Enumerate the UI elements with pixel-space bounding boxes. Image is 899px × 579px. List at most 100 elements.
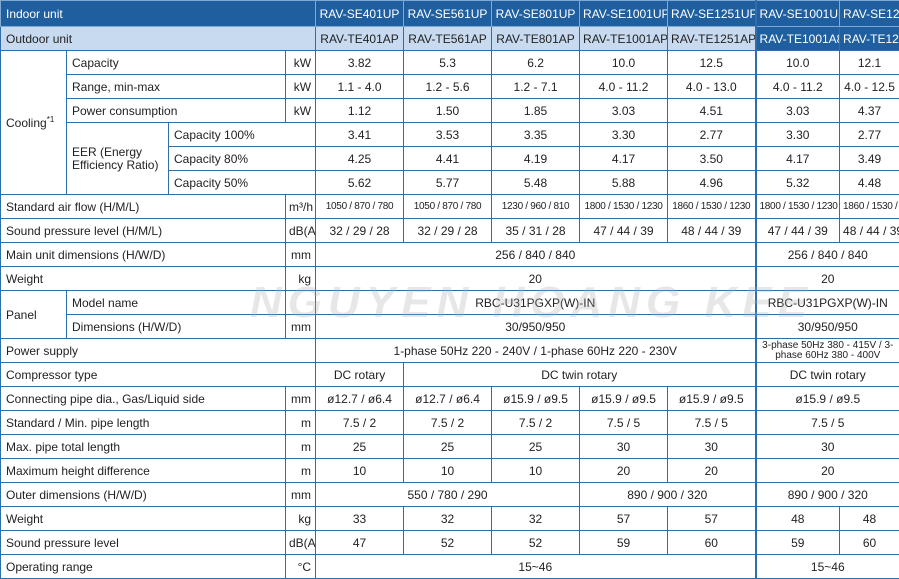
cell-value: 5.77 — [404, 171, 492, 195]
max-height-row: Maximum height difference m 10 10 10 20 … — [1, 459, 899, 483]
cell-value: 57 — [668, 507, 756, 531]
cell-value: ø15.9 / ø9.5 — [580, 387, 668, 411]
cell-value: 12.5 — [668, 51, 756, 75]
cell-value: 1860 / 1530 / 1230 — [840, 195, 899, 219]
cell-value: 52 — [404, 531, 492, 555]
compressor-row: Compressor type DC rotary DC twin rotary… — [1, 363, 899, 387]
cell-value: 890 / 900 / 320 — [756, 483, 899, 507]
weight-outdoor-row: Weight kg 33 32 32 57 57 48 48 — [1, 507, 899, 531]
cell-value: 20 — [756, 459, 899, 483]
cell-value: 1230 / 960 / 810 — [492, 195, 580, 219]
row-label: Outer dimensions (H/W/D) — [1, 483, 286, 507]
cell-value: 35 / 31 / 28 — [492, 219, 580, 243]
unit-label — [286, 291, 316, 315]
cell-value: 3.50 — [668, 147, 756, 171]
cell-value: 15~46 — [756, 555, 899, 579]
power-supply-row: Power supply 1-phase 50Hz 220 - 240V / 1… — [1, 339, 899, 363]
cell-value: 5.88 — [580, 171, 668, 195]
row-label: Capacity — [67, 51, 286, 75]
cell-value: 32 — [404, 507, 492, 531]
row-label: Sound pressure level (H/M/L) — [1, 219, 286, 243]
unit-label: m — [286, 411, 316, 435]
outdoor-unit-label: Outdoor unit — [1, 27, 316, 51]
unit-label: mm — [286, 483, 316, 507]
unit-label: dB(A) — [286, 531, 316, 555]
unit-label: dB(A) — [286, 219, 316, 243]
indoor-model: RAV-SE1251UP — [668, 1, 756, 27]
row-label: Max. pipe total length — [1, 435, 286, 459]
cell-value: 3.41 — [316, 123, 404, 147]
cell-value: 1-phase 50Hz 220 - 240V / 1-phase 60Hz 2… — [316, 339, 756, 363]
unit-label: kg — [286, 507, 316, 531]
cell-value: ø15.9 / ø9.5 — [668, 387, 756, 411]
unit-label: kW — [286, 75, 316, 99]
cell-value: 60 — [668, 531, 756, 555]
row-label: Capacity 100% — [169, 123, 316, 147]
cell-value: 3.49 — [840, 147, 899, 171]
row-label: Operating range — [1, 555, 286, 579]
cell-value: 1050 / 870 / 780 — [316, 195, 404, 219]
cell-value: 7.5 / 5 — [580, 411, 668, 435]
cell-value: 5.3 — [404, 51, 492, 75]
cell-value: 4.0 - 13.0 — [668, 75, 756, 99]
airflow-row: Standard air flow (H/M/L) m³/h 1050 / 87… — [1, 195, 899, 219]
cell-value: 256 / 840 / 840 — [756, 243, 899, 267]
row-label: Standard / Min. pipe length — [1, 411, 286, 435]
cell-value: 48 / 44 / 39 — [840, 219, 899, 243]
cell-value: 25 — [316, 435, 404, 459]
cell-value: DC rotary — [316, 363, 404, 387]
cell-value: 33 — [316, 507, 404, 531]
cell-value: 12.1 — [840, 51, 899, 75]
cell-value: 7.5 / 2 — [316, 411, 404, 435]
cell-value: 15~46 — [316, 555, 756, 579]
outdoor-model: RAV-TE801AP — [492, 27, 580, 51]
sound-indoor-row: Sound pressure level (H/M/L) dB(A) 32 / … — [1, 219, 899, 243]
pipe-length-row: Standard / Min. pipe length m 7.5 / 2 7.… — [1, 411, 899, 435]
outdoor-model: RAV-TE401AP — [316, 27, 404, 51]
cell-value: 47 / 44 / 39 — [756, 219, 840, 243]
cell-value: ø12.7 / ø6.4 — [404, 387, 492, 411]
cell-value: 20 — [756, 267, 899, 291]
outer-dims-row: Outer dimensions (H/W/D) mm 550 / 780 / … — [1, 483, 899, 507]
eer-label: EER (Energy Efficiency Ratio) — [67, 123, 169, 195]
unit-label: kW — [286, 99, 316, 123]
cell-value: 2.77 — [668, 123, 756, 147]
range-row: Range, min-max kW 1.1 - 4.0 1.2 - 5.6 1.… — [1, 75, 899, 99]
cell-value: ø12.7 / ø6.4 — [316, 387, 404, 411]
sound-outdoor-row: Sound pressure level dB(A) 47 52 52 59 6… — [1, 531, 899, 555]
panel-model-row: Panel Model name RBC-U31PGXP(W)-IN RBC-U… — [1, 291, 899, 315]
cell-value: 7.5 / 5 — [668, 411, 756, 435]
cell-value: 6.2 — [492, 51, 580, 75]
cell-value: 3.30 — [756, 123, 840, 147]
indoor-model: RAV-SE401UP — [316, 1, 404, 27]
unit-label: mm — [286, 315, 316, 339]
cell-value: 4.0 - 12.5 — [840, 75, 899, 99]
cell-value: 25 — [404, 435, 492, 459]
cell-value: 20 — [668, 459, 756, 483]
cell-value: 3.30 — [580, 123, 668, 147]
cell-value: 4.25 — [316, 147, 404, 171]
cell-value: 1.50 — [404, 99, 492, 123]
cell-value: 5.62 — [316, 171, 404, 195]
indoor-model: RAV-SE1001UP — [580, 1, 668, 27]
unit-label: m — [286, 459, 316, 483]
indoor-model: RAV-SE1001UP — [756, 1, 840, 27]
cell-value: 2.77 — [840, 123, 899, 147]
cell-value: 1800 / 1530 / 1230 — [756, 195, 840, 219]
cell-value: 3.35 — [492, 123, 580, 147]
cell-value: 1050 / 870 / 780 — [404, 195, 492, 219]
unit-label: kW — [286, 51, 316, 75]
outdoor-unit-row: Outdoor unit RAV-TE401AP RAV-TE561AP RAV… — [1, 27, 899, 51]
cell-value: 57 — [580, 507, 668, 531]
cell-value: 30 — [580, 435, 668, 459]
cell-value: RBC-U31PGXP(W)-IN — [756, 291, 899, 315]
cell-value: 1.12 — [316, 99, 404, 123]
row-label: Connecting pipe dia., Gas/Liquid side — [1, 387, 286, 411]
cell-value: 7.5 / 5 — [756, 411, 899, 435]
cooling-label: Cooling*1 — [1, 51, 67, 195]
outdoor-model: RAV-TE1251AP — [668, 27, 756, 51]
cell-value: 10.0 — [580, 51, 668, 75]
panel-dims-row: Dimensions (H/W/D) mm 30/950/950 30/950/… — [1, 315, 899, 339]
indoor-unit-label: Indoor unit — [1, 1, 316, 27]
cell-value: 52 — [492, 531, 580, 555]
